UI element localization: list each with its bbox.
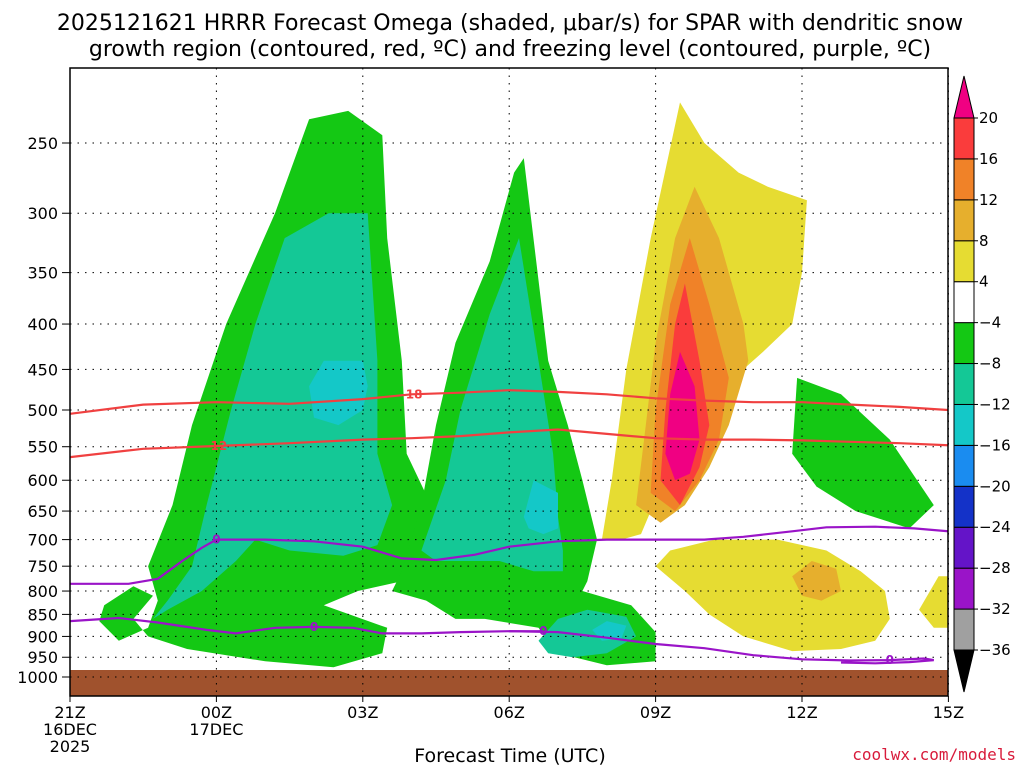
colorbar-segment (953, 117, 975, 160)
omega-region-magenta (665, 351, 700, 481)
colorbar-segment (953, 567, 975, 610)
y-tick-label: 850 (27, 605, 58, 624)
omega-region-teal-lower (538, 609, 637, 658)
freezing-contour-label: 0 (310, 620, 318, 634)
dendritic-contour-label: -12 (206, 439, 228, 453)
x-tick-label: 12Z (786, 703, 817, 722)
y-tick-label: 900 (27, 627, 58, 646)
omega-region-yellow-far-right (919, 576, 948, 628)
freezing-contour (70, 525, 948, 585)
colorbar-segment (953, 281, 975, 324)
dendritic-contour-label: -18 (401, 387, 423, 401)
colorbar-segment (953, 199, 975, 242)
colorbar-tick-label: 20 (979, 109, 998, 127)
colorbar-lower-arrow (953, 649, 975, 693)
x-tick-label: 03Z (347, 703, 378, 722)
colorbar-tick-label: 12 (979, 191, 998, 209)
y-tick-label: 450 (27, 360, 58, 379)
freezing-contour-label: 0 (212, 533, 220, 547)
colorbar: −36 −32 −28 −24 −20 −16 −12 −8 −4 4 8 12 16 20 (953, 75, 1011, 693)
y-tick-label: 500 (27, 401, 58, 420)
colorbar-upper-arrow (953, 75, 975, 119)
colorbar-tick-label: −8 (979, 355, 1001, 373)
freezing-contour-label: 0 (539, 624, 547, 638)
colorbar-tick-label: −16 (979, 436, 1011, 454)
omega-blank-upper-white-sliver (401, 150, 427, 294)
y-tick-label: 950 (27, 648, 58, 667)
credit-text: coolwx.com/models (852, 745, 1016, 764)
colorbar-tick-label: −4 (979, 314, 1001, 332)
y-tick-label: 800 (27, 582, 58, 601)
y-tick-label: 400 (27, 315, 58, 334)
x-tick-label: 21Z (54, 703, 85, 722)
colorbar-segment (953, 403, 975, 446)
colorbar-segment (953, 240, 975, 283)
y-tick-label: 600 (27, 471, 58, 490)
colorbar-segment (953, 526, 975, 569)
colorbar-segment (953, 485, 975, 528)
colorbar-tick-label: −12 (979, 395, 1011, 413)
y-tick-label: 350 (27, 264, 58, 283)
chart-title-line-2: growth region (contoured, red, ºC) and f… (89, 37, 931, 62)
omega-region-green-right (792, 377, 934, 529)
colorbar-segment (953, 158, 975, 201)
omega-shaded-regions (99, 102, 948, 668)
colorbar-tick-label: 16 (979, 150, 998, 168)
omega-region-cyan-east (523, 480, 558, 535)
freezing-contour-label: 0 (886, 653, 894, 667)
colorbar-tick-label: −28 (979, 559, 1011, 577)
dendritic-contour (70, 389, 948, 415)
dendritic-contour (70, 428, 948, 459)
colorbar-tick-label: 8 (979, 232, 989, 250)
y-tick-label: 1000 (17, 668, 58, 687)
contour-lines: -18 -12 0 0 0 0 (70, 387, 948, 667)
y-tick-label: 650 (27, 502, 58, 521)
x-tick-label: 17DEC (189, 720, 243, 739)
omega-region-teal-west (153, 213, 393, 619)
omega-region-cyan-west (309, 360, 368, 426)
x-tick-label: 09Z (640, 703, 671, 722)
colorbar-tick-label: −20 (979, 477, 1011, 495)
y-tick-label: 700 (27, 531, 58, 550)
y-tick-label: 750 (27, 557, 58, 576)
freezing-contour (70, 616, 934, 665)
colorbar-segment (953, 322, 975, 365)
y-axis-ticks: 250 300 350 400 450 500 550 600 650 700 750 800 850 9… (17, 134, 70, 687)
colorbar-segment (953, 444, 975, 487)
colorbar-tick-label: −36 (979, 641, 1011, 659)
x-tick-label: 2025 (50, 737, 91, 756)
x-axis-label: Forecast Time (UTC) (414, 745, 605, 767)
x-tick-label: 16DEC (43, 720, 97, 739)
y-tick-label: 550 (27, 438, 58, 457)
colorbar-segment (953, 608, 975, 651)
chart-title-line-1: 2025121621 HRRR Forecast Omega (shaded, … (57, 11, 963, 36)
y-tick-label: 250 (27, 134, 58, 153)
omega-region-cyan-lower (592, 621, 627, 641)
colorbar-segment (953, 363, 975, 405)
omega-region-teal-east (421, 238, 563, 572)
x-tick-label: 00Z (201, 703, 232, 722)
x-tick-label: 06Z (494, 703, 525, 722)
x-tick-label: 15Z (933, 703, 964, 722)
colorbar-tick-label: 4 (979, 273, 989, 291)
colorbar-tick-label: −32 (979, 600, 1011, 618)
colorbar-tick-label: −24 (979, 518, 1011, 536)
y-tick-label: 300 (27, 204, 58, 223)
